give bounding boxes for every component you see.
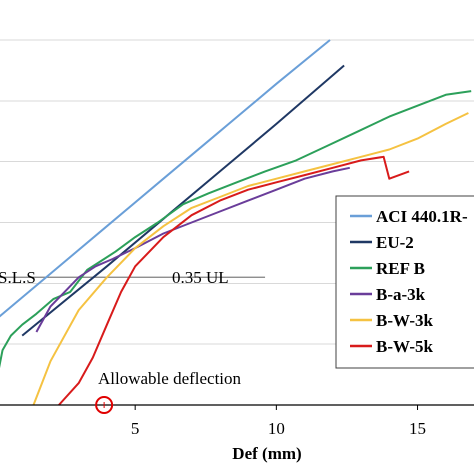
- legend-label: ACI 440.1R-: [376, 207, 468, 226]
- x-tick-label: 15: [409, 419, 426, 438]
- legend: ACI 440.1R- EU-2 REF B B-a-3k B-W-3k B-W-5k: [335, 195, 474, 369]
- allowable-deflection-marker: [95, 396, 114, 414]
- legend-label: B-W-3k: [376, 311, 434, 330]
- x-tick-label: 10: [268, 419, 285, 438]
- legend-label: B-W-5k: [376, 337, 434, 356]
- legend-label: REF B: [376, 259, 425, 278]
- series-line-2: [21, 64, 345, 337]
- series-line-6: [58, 155, 410, 406]
- x-tick-label: 5: [131, 419, 140, 438]
- sls-annotation: S.L.S: [0, 268, 36, 287]
- series-line-3: [0, 90, 472, 369]
- axes-group: 5 10 15: [0, 396, 474, 438]
- ul-annotation: 0.35 UL: [172, 268, 229, 287]
- legend-box: [335, 195, 474, 369]
- series-line-4: [35, 166, 351, 333]
- series-line-1: [0, 39, 331, 318]
- legend-label: B-a-3k: [376, 285, 426, 304]
- series-group: [0, 39, 472, 406]
- series-line-5: [32, 112, 469, 406]
- legend-label: EU-2: [376, 233, 414, 252]
- x-axis-title: Def (mm): [232, 444, 301, 463]
- allowable-deflection-annotation: Allowable deflection: [98, 369, 242, 388]
